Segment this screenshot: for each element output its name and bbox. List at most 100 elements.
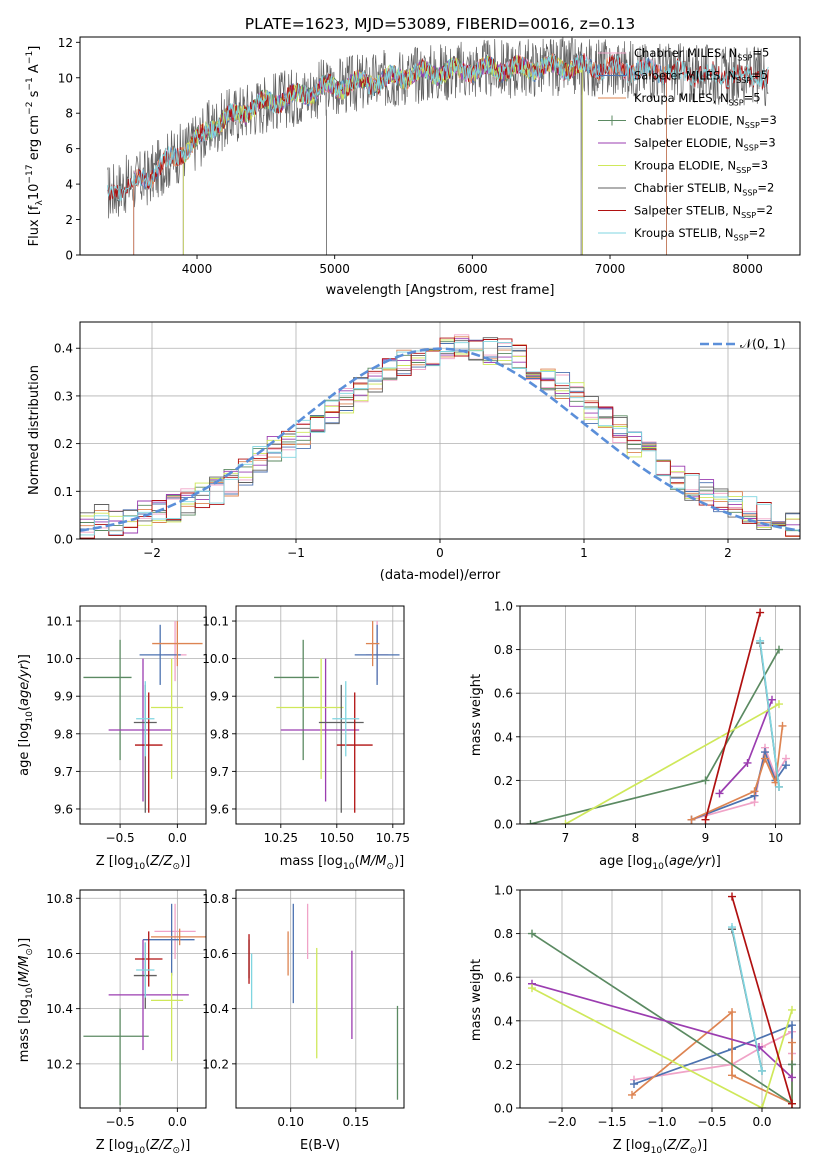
residuals-ytick-label: 0.1	[54, 485, 73, 499]
weight-vs-age-xlabel-part: age/yr	[669, 854, 712, 869]
spectrum-xtick-label: 5000	[319, 262, 350, 276]
residuals-plot-area	[80, 322, 800, 539]
mass-vs-z-xlabel-part: ⊙	[173, 1146, 181, 1156]
weight-vs-age-marker-chabrier-elodie	[775, 645, 783, 654]
mass-vs-z-ylabel-part: 10	[25, 987, 35, 999]
mass-vs-z-ylabel-part: (	[17, 982, 32, 987]
spectrum-legend-label-part: SSP	[736, 76, 751, 85]
age-vs-mass-ytick-label: 9.6	[210, 802, 229, 816]
weight-vs-age-xtick-label: 8	[632, 831, 640, 845]
residuals-xtick-label: 1	[580, 546, 588, 560]
mass-vs-z-xlabel-part: (	[145, 1138, 150, 1153]
spectrum-legend-label-part: =5	[752, 46, 769, 60]
residuals-xtick-label: 0	[436, 546, 444, 560]
mass-vs-z-xtick-label: 0.0	[168, 1115, 187, 1129]
spectrum-legend-label-part: =5	[744, 91, 761, 105]
weight-vs-z-xlabel-part: Z/Z	[666, 1138, 690, 1153]
weight-vs-age-marker-kroupa-elodie	[775, 700, 783, 709]
spectrum-legend-label-part: SSP	[734, 233, 749, 242]
mass-vs-ebv-ytick-label: 10.2	[202, 1057, 229, 1071]
mass-vs-z-ytick-label: 10.2	[46, 1057, 73, 1071]
weight-vs-z-marker-salpeter-elodie	[788, 1073, 796, 1082]
mass-vs-z-ytick-label: 10.8	[46, 892, 73, 906]
weight-vs-z-ytick-label: 0.8	[494, 927, 513, 941]
age-vs-z-ytick-label: 9.7	[54, 765, 73, 779]
mass-vs-z-ylabel-part: )]	[17, 938, 32, 948]
weight-vs-z-axes	[516, 889, 801, 1112]
age-vs-z-ylabel-part: )]	[17, 654, 32, 664]
spectrum-xtick-label: 8000	[732, 262, 763, 276]
weight-vs-z-marker-kroupa-miles	[728, 1071, 736, 1080]
weight-vs-z-xlabel-part: (	[662, 1138, 667, 1153]
spectrum-ylabel-part: Flux [f	[27, 205, 42, 246]
weight-vs-z-ytick-label: 0.4	[494, 1014, 513, 1028]
residuals-xtick-label: −1	[287, 546, 305, 560]
mass-vs-z-xlabel-part: Z [log	[96, 1138, 134, 1153]
age-vs-z-xtick-label: 0.0	[168, 831, 187, 845]
weight-vs-age-xlabel-part: )]	[711, 854, 721, 869]
weight-vs-age-xlabel-part: age [log	[599, 854, 652, 869]
weight-vs-z-xlabel-part: ⊙	[690, 1146, 698, 1156]
spectrum-ytick-label: 10	[58, 71, 73, 85]
mass-vs-z-ytick-label: 10.4	[46, 1002, 73, 1016]
residuals-xlabel: (data-model)/error	[380, 568, 501, 583]
age-vs-mass-xlabel-part: 10	[343, 862, 355, 872]
spectrum-ytick-label: 2	[65, 213, 73, 227]
weight-vs-z-marker-chabrier-elodie	[528, 929, 536, 938]
weight-vs-z-xtick-label: −1.0	[647, 1115, 676, 1129]
age-vs-mass-xlabel-part: M/M	[360, 854, 387, 869]
weight-vs-z-marker-kroupa-stelib	[728, 923, 736, 932]
weight-vs-age-xtick-label: 9	[702, 831, 710, 845]
spectrum-legend-label-part: SSP	[742, 188, 757, 197]
spectrum-legend-label-part: Kroupa ELODIE, N	[634, 159, 736, 173]
spectrum-xtick-label: 7000	[595, 262, 626, 276]
spectrum-xlabel: wavelength [Angstrom, rest frame]	[326, 283, 555, 298]
age-vs-z-xlabel-part: )]	[180, 854, 190, 869]
age-vs-z-axes	[76, 605, 207, 828]
weight-vs-age-ytick-label: 0.8	[494, 643, 513, 657]
weight-vs-z-xtick-label: −1.5	[597, 1115, 626, 1129]
spectrum-line-salpeter-miles	[133, 53, 667, 255]
spectrum-legend-label-part: SSP	[736, 166, 751, 175]
residuals-xtick-label: 2	[724, 546, 732, 560]
spectrum-legend-label: Kroupa MILES, NSSP=5	[634, 91, 761, 108]
weight-vs-z-xlabel: Z [log10(Z/Z⊙)]	[613, 1138, 708, 1156]
residuals-legend-label: 𝒩(0, 1)	[740, 336, 786, 351]
weight-vs-age-ylabel: mass weight	[469, 674, 484, 756]
weight-vs-z-frame	[519, 889, 801, 1109]
weight-vs-age-marker-salpeter-elodie	[768, 695, 776, 704]
spectrum-legend-label-part: Chabrier ELODIE, N	[634, 114, 745, 128]
age-vs-mass-xtick-label: 10.25	[264, 831, 298, 845]
weight-vs-z-line-salpeter-stelib	[731, 896, 793, 1104]
weight-vs-age-marker-salpeter-stelib	[701, 815, 710, 824]
age-vs-z-ylabel-part: (	[17, 706, 32, 711]
spectrum-legend-label: Salpeter STELIB, NSSP=2	[634, 203, 773, 220]
weight-vs-age-ytick-label: 0.6	[494, 687, 513, 701]
spectrum-ylabel-part: −2	[25, 102, 35, 115]
figure-title: PLATE=1623, MJD=53089, FIBERID=0016, z=0…	[245, 15, 635, 33]
weight-vs-age-marker-salpeter-elodie	[715, 789, 724, 798]
residuals-ytick-label: 0.0	[54, 533, 73, 547]
mass-vs-ebv-xtick-label: 0.10	[277, 1115, 304, 1129]
age-vs-mass-xtick-label: 10.75	[376, 831, 410, 845]
weight-vs-age-marker-kroupa-miles	[750, 787, 759, 796]
weight-vs-z-marker-salpeter-stelib	[728, 892, 736, 901]
mass-vs-ebv-axes	[232, 889, 405, 1112]
weight-vs-z-plot-area	[520, 890, 800, 1108]
age-vs-z-plot-area	[80, 606, 206, 824]
age-vs-z-ylabel-part: 10	[25, 711, 35, 723]
weight-vs-z-xlabel-part: Z [log	[613, 1138, 651, 1153]
age-vs-z-ytick-label: 9.8	[54, 727, 73, 741]
mass-vs-z-axes	[76, 889, 207, 1112]
weight-vs-z-marker-kroupa-miles	[728, 1008, 736, 1017]
weight-vs-z-marker-salpeter-stelib	[788, 1099, 796, 1108]
weight-vs-age-marker-kroupa-elodie	[561, 820, 570, 824]
residuals-ytick-label: 0.3	[54, 389, 73, 403]
weight-vs-age-marker-salpeter-stelib	[756, 608, 765, 617]
spectrum-ylabel-part: s	[27, 90, 42, 101]
age-vs-mass-ytick-label: 9.9	[210, 690, 229, 704]
residuals-normal-curve	[80, 347, 800, 532]
weight-vs-z-marker-salpeter-miles	[630, 1080, 638, 1089]
spectrum-legend-label: Chabrier STELIB, NSSP=2	[634, 181, 774, 198]
weight-vs-z-xlabel-part: 10	[651, 1146, 663, 1156]
